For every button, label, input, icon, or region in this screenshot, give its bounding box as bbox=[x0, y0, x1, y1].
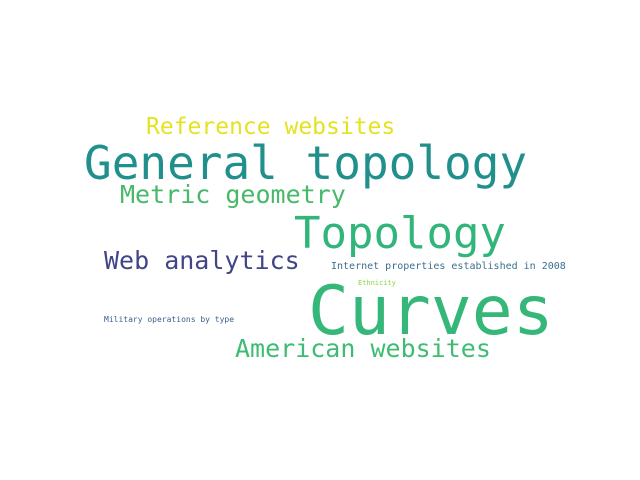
word-internet-properties: Internet properties established in 2008 bbox=[331, 261, 566, 272]
word-ethnicity: Ethnicity bbox=[358, 279, 396, 287]
word-reference-websites: Reference websites bbox=[146, 114, 396, 140]
word-web-analytics: Web analytics bbox=[104, 246, 300, 275]
word-military-operations: Military operations by type bbox=[104, 315, 235, 324]
word-topology: Topology bbox=[294, 208, 506, 259]
word-general-topology: General topology bbox=[84, 136, 528, 190]
word-american-websites: American websites bbox=[235, 334, 491, 363]
word-curves: Curves bbox=[308, 272, 554, 351]
word-metric-geometry: Metric geometry bbox=[120, 180, 346, 209]
